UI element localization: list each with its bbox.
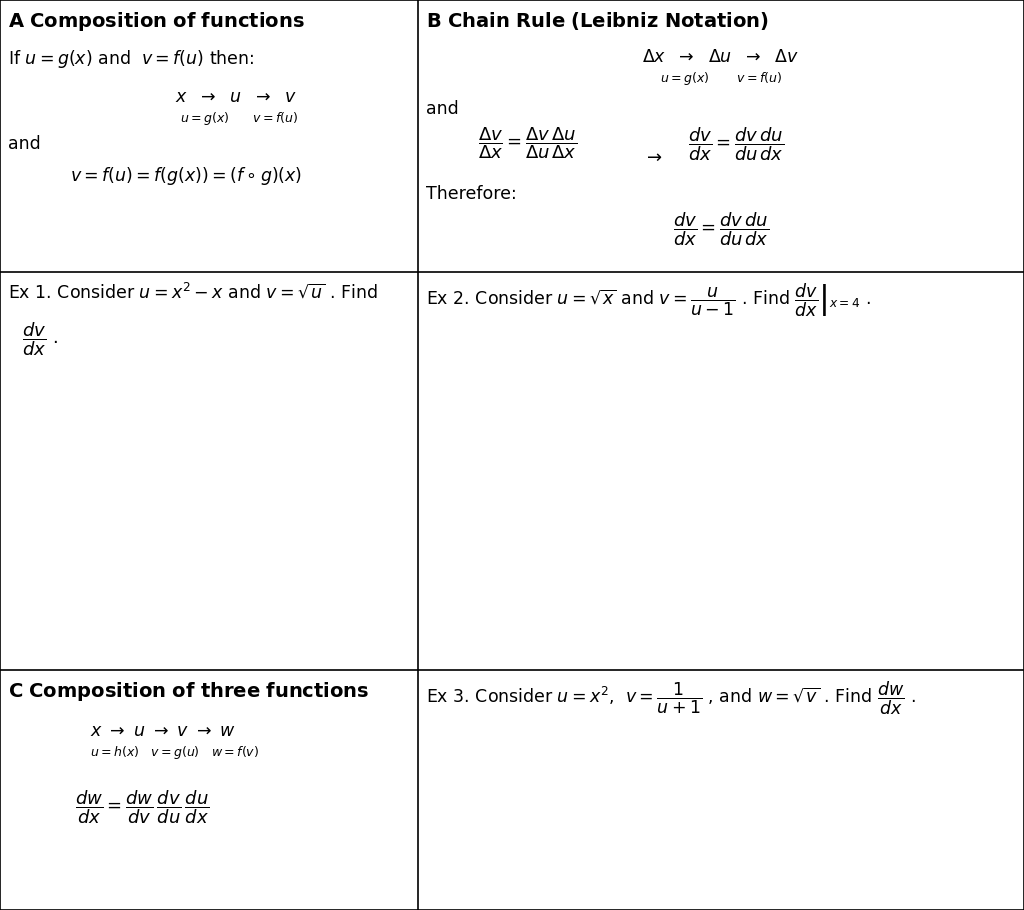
Text: $v = f(u) = f(g(x)) = (f \circ g)(x)$: $v = f(u) = f(g(x)) = (f \circ g)(x)$ <box>70 165 302 187</box>
Text: $\dfrac{dw}{dx} = \dfrac{dw}{dv}\,\dfrac{dv}{du}\,\dfrac{du}{dx}$: $\dfrac{dw}{dx} = \dfrac{dw}{dv}\,\dfrac… <box>75 788 210 825</box>
Text: $u{=}g(x)\ \ \ \ \ \ \ v{=}f(u)$: $u{=}g(x)\ \ \ \ \ \ \ v{=}f(u)$ <box>659 70 782 87</box>
Text: Therefore:: Therefore: <box>426 185 517 203</box>
Text: and: and <box>426 100 459 118</box>
Text: $\Delta x \ \ \rightarrow \ \ \Delta u \ \ \rightarrow \ \ \Delta v$: $\Delta x \ \ \rightarrow \ \ \Delta u \… <box>642 48 800 66</box>
Text: $\dfrac{\Delta v}{\Delta x} = \dfrac{\Delta v}{\Delta u}\dfrac{\Delta u}{\Delta : $\dfrac{\Delta v}{\Delta x} = \dfrac{\De… <box>478 125 577 161</box>
Text: $\rightarrow$: $\rightarrow$ <box>643 148 663 166</box>
Text: $\bf{A\ Composition\ of\ functions}$: $\bf{A\ Composition\ of\ functions}$ <box>8 10 305 33</box>
Text: $u{=}g(x)\ \ \ \ \ \ v{=}f(u)$: $u{=}g(x)\ \ \ \ \ \ v{=}f(u)$ <box>180 110 298 127</box>
Text: $u{=}h(x)\ \ \ v{=}g(u)\ \ \ w{=}f(v)$: $u{=}h(x)\ \ \ v{=}g(u)\ \ \ w{=}f(v)$ <box>90 744 259 761</box>
Text: $x \ \ \rightarrow \ \ u \ \ \rightarrow \ \ v$: $x \ \ \rightarrow \ \ u \ \ \rightarrow… <box>175 88 297 106</box>
Text: $\dfrac{dv}{dx} = \dfrac{dv}{du}\dfrac{du}{dx}$: $\dfrac{dv}{dx} = \dfrac{dv}{du}\dfrac{d… <box>688 125 784 163</box>
Text: $\bf{C\ Composition\ of\ three\ functions}$: $\bf{C\ Composition\ of\ three\ function… <box>8 680 370 703</box>
Text: $\dfrac{dv}{dx} = \dfrac{dv}{du}\dfrac{du}{dx}$: $\dfrac{dv}{dx} = \dfrac{dv}{du}\dfrac{d… <box>673 210 769 248</box>
Text: $\bf{B\ Chain\ Rule\ (Leibniz\ Notation)}$: $\bf{B\ Chain\ Rule\ (Leibniz\ Notation)… <box>426 10 769 32</box>
Text: Ex 2. Consider $u = \sqrt{x}$ and $v = \dfrac{u}{u-1}$ . Find $\left.\dfrac{dv}{: Ex 2. Consider $u = \sqrt{x}$ and $v = \… <box>426 282 870 319</box>
Text: $x \ \rightarrow\ u \ \rightarrow\ v \ \rightarrow\ w$: $x \ \rightarrow\ u \ \rightarrow\ v \ \… <box>90 722 237 740</box>
Text: Ex 1. Consider $u = x^2 - x$ and $v = \sqrt{u}$ . Find: Ex 1. Consider $u = x^2 - x$ and $v = \s… <box>8 282 378 302</box>
Text: If $u = g(x)$ and  $v = f(u)$ then:: If $u = g(x)$ and $v = f(u)$ then: <box>8 48 254 70</box>
Text: $\dfrac{dv}{dx}$ .: $\dfrac{dv}{dx}$ . <box>22 320 57 358</box>
Text: and: and <box>8 135 41 153</box>
Text: Ex 3. Consider $u = x^2$,  $v = \dfrac{1}{u+1}$ , and $w = \sqrt{v}$ . Find $\df: Ex 3. Consider $u = x^2$, $v = \dfrac{1}… <box>426 680 915 717</box>
